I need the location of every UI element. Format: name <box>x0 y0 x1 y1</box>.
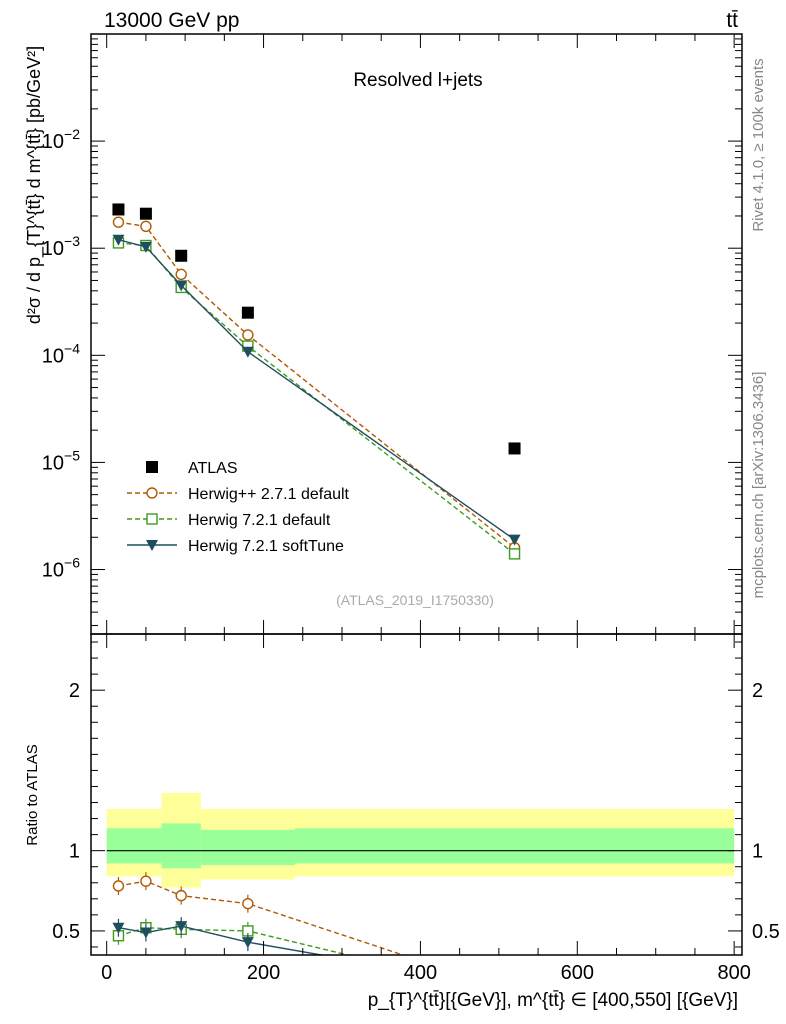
main-point-atlas-0 <box>112 203 125 216</box>
rivet-version-label: Rivet 4.1.0, ≥ 100k events <box>750 58 767 231</box>
ratio-point-herwig_soft-1 <box>139 927 152 939</box>
ratio-y-tick-label-right: 1 <box>752 841 763 863</box>
main-point-atlas-1 <box>139 207 152 220</box>
ratio-band-inner-0 <box>106 828 162 864</box>
main-axes: 10−6 10−5 10−4 10−3 10−2 <box>42 33 743 635</box>
header-energy-label: 13000 GeV pp <box>104 9 239 32</box>
main-point-herwigpp-3 <box>242 329 254 341</box>
main-point-atlas-2 <box>175 249 188 262</box>
main-point-herwigpp-0 <box>112 216 125 228</box>
main-point-herwig_soft-0 <box>112 234 125 246</box>
main-y-tick-label: 10−2 <box>42 126 80 153</box>
x-tick-label: 200 <box>247 962 280 984</box>
ratio-series-line-herwig_soft <box>118 925 326 955</box>
main-y-tick-label: 10−5 <box>42 447 80 474</box>
main-point-herwig_soft-2 <box>175 280 188 292</box>
ratio-panel: 0.5 0.5 1 1 2 2 0 200 400 600 800 Ratio to ATLAS p… <box>24 633 780 1011</box>
main-y-axis-label: d²σ / d p_{T}^{tt̄} d m^{tt̄} [pb/GeV²] <box>24 46 45 324</box>
ratio-y-axis-label: Ratio to ATLAS <box>24 744 41 845</box>
legend-marker-herwig_default <box>146 513 158 525</box>
ratio-y-tick-label: 1 <box>69 841 80 863</box>
main-point-herwig_soft-4 <box>508 534 521 546</box>
x-axis-label: p_{T}^{tt̄}[{GeV}], m^{tt̄} ∈ [400,550] … <box>368 990 738 1011</box>
main-point-herwig_soft-1 <box>139 241 152 253</box>
ratio-point-herwigpp-2 <box>175 889 187 902</box>
ratio-y-tick-label-right: 0.5 <box>752 921 780 943</box>
main-point-herwigpp-1 <box>140 220 152 233</box>
main-point-atlas-3 <box>241 306 254 319</box>
header-process-label: tt̄ <box>726 9 738 32</box>
main-plot-title: Resolved l+jets <box>353 70 482 91</box>
legend: ATLAS Herwig++ 2.7.1 default Herwig 7.2.1 … <box>127 460 350 555</box>
legend-marker-atlas <box>146 461 158 473</box>
legend-label-herwig_soft: Herwig 7.2.1 softTune <box>188 538 344 555</box>
main-point-atlas-4 <box>508 442 521 455</box>
ratio-frame <box>90 633 743 956</box>
ratio-point-herwig_soft-2 <box>175 921 188 933</box>
legend-marker-herwig_soft <box>146 540 158 551</box>
ratio-point-herwigpp-1 <box>140 875 152 887</box>
ratio-y-tick-label: 0.5 <box>52 921 80 943</box>
x-tick-label: 400 <box>404 962 437 984</box>
main-point-herwigpp-2 <box>175 268 187 281</box>
main-point-herwig_default-4 <box>508 548 521 560</box>
ratio-axes: 0.5 0.5 1 1 2 2 0 200 400 600 800 <box>52 633 780 984</box>
legend-label-herwig_default: Herwig 7.2.1 default <box>188 512 331 529</box>
legend-label-herwigpp: Herwig++ 2.7.1 default <box>188 486 350 503</box>
main-series-line-herwigpp <box>118 221 515 549</box>
ratio-band-inner-2 <box>200 829 295 866</box>
analysis-watermark: (ATLAS_2019_I1750330) <box>336 592 494 608</box>
main-y-tick-label: 10−4 <box>42 340 80 367</box>
ratio-point-herwig_soft-0 <box>112 922 125 934</box>
ratio-point-herwig_soft-3 <box>241 937 254 949</box>
ratio-point-herwigpp-3 <box>242 897 254 910</box>
mcplots-source-label: mcplots.cern.ch [arXiv:1306.3436] <box>750 372 767 599</box>
ratio-y-tick-label-right: 2 <box>752 680 763 702</box>
x-tick-label: 0 <box>101 962 112 984</box>
ratio-band-inner-3 <box>294 828 735 864</box>
main-panel: 10−6 10−5 10−4 10−3 10−2 Resolved l+jets (AT… <box>24 33 743 635</box>
legend-marker-herwigpp <box>146 487 158 499</box>
ratio-plot-area <box>106 792 735 955</box>
main-y-tick-label: 10−3 <box>42 233 80 260</box>
main-plot-area <box>112 203 521 560</box>
main-point-herwig_soft-3 <box>241 346 254 358</box>
x-tick-label: 800 <box>717 962 750 984</box>
ratio-series-line-herwig_default <box>118 927 351 955</box>
ratio-y-tick-label: 2 <box>69 680 80 702</box>
legend-label-atlas: ATLAS <box>188 460 238 477</box>
main-y-tick-label: 10−6 <box>42 555 80 582</box>
ratio-band-inner-1 <box>161 823 201 869</box>
x-tick-label: 600 <box>561 962 594 984</box>
ratio-point-herwigpp-0 <box>112 880 125 892</box>
